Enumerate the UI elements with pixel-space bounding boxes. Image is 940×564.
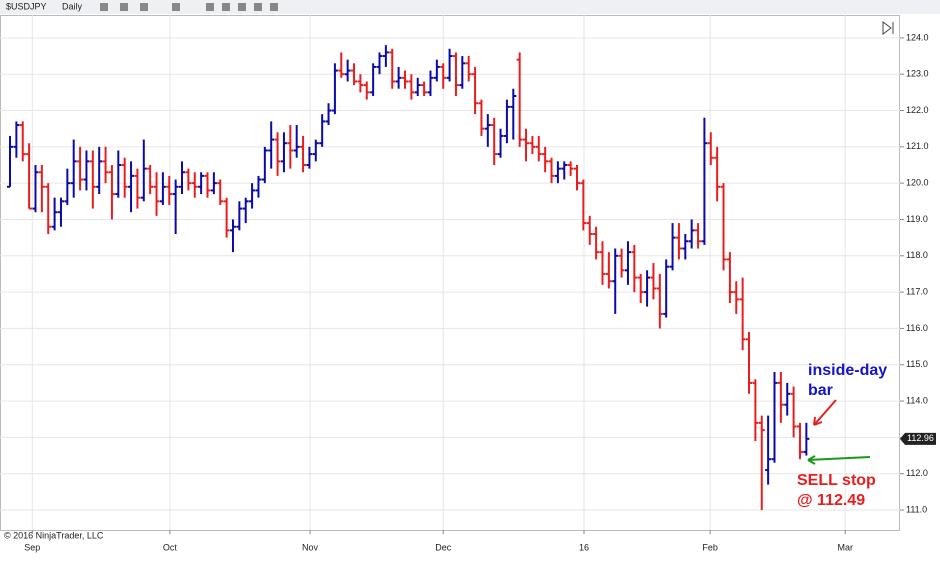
y-tick-label: 120.0 xyxy=(906,178,929,188)
annotation: inside-day bar xyxy=(808,362,887,399)
icon[interactable] xyxy=(254,3,262,11)
plot-frame xyxy=(0,15,900,531)
y-tick-label: 119.0 xyxy=(906,214,928,224)
y-tick-label: 118.0 xyxy=(906,250,928,260)
icon[interactable] xyxy=(206,3,214,11)
icon[interactable] xyxy=(172,3,180,11)
icon[interactable] xyxy=(100,3,108,11)
interval[interactable]: Daily xyxy=(62,1,83,11)
toolbar xyxy=(0,0,940,14)
x-tick-label: 16 xyxy=(579,542,589,552)
y-tick-label: 116.0 xyxy=(906,323,928,333)
y-tick-label: 121.0 xyxy=(906,141,929,151)
symbol[interactable]: $USDJPY xyxy=(6,1,47,11)
icon[interactable] xyxy=(140,3,148,11)
y-tick-label: 111.0 xyxy=(906,504,927,514)
y-tick-label: 124.0 xyxy=(906,32,929,42)
y-tick-label: 114.0 xyxy=(906,395,928,405)
icon[interactable] xyxy=(270,3,278,11)
y-tick-label: 112.0 xyxy=(906,468,928,478)
x-tick-label: Feb xyxy=(702,542,718,552)
y-tick-label: 123.0 xyxy=(906,69,929,79)
annotation-text: SELL stop xyxy=(797,472,876,489)
annotation-text: @ 112.49 xyxy=(797,492,865,509)
y-tick-label: 115.0 xyxy=(906,359,928,369)
arrow xyxy=(807,455,871,465)
last-price-label: 112.96 xyxy=(907,433,934,443)
y-tick-label: 122.0 xyxy=(906,105,929,115)
toolbar-icons xyxy=(100,3,278,11)
x-tick-label: Sep xyxy=(24,542,40,552)
x-tick-label: Dec xyxy=(435,542,452,552)
annotation-text: bar xyxy=(808,382,833,399)
arrow xyxy=(813,399,837,426)
annotation: SELL stop @ 112.49 xyxy=(797,472,876,509)
x-tick-label: Oct xyxy=(163,542,178,552)
icon[interactable] xyxy=(238,3,246,11)
y-tick-label: 117.0 xyxy=(906,286,928,296)
annotation-text: inside-day xyxy=(808,362,887,379)
icon[interactable] xyxy=(120,3,128,11)
last-price-marker xyxy=(900,432,936,445)
copyright: © 2016 NinjaTrader, LLC xyxy=(4,530,104,540)
scroll-end[interactable] xyxy=(882,21,894,35)
x-tick-label: Mar xyxy=(837,542,853,552)
x-tick-label: Nov xyxy=(302,542,319,552)
icon[interactable] xyxy=(222,3,230,11)
